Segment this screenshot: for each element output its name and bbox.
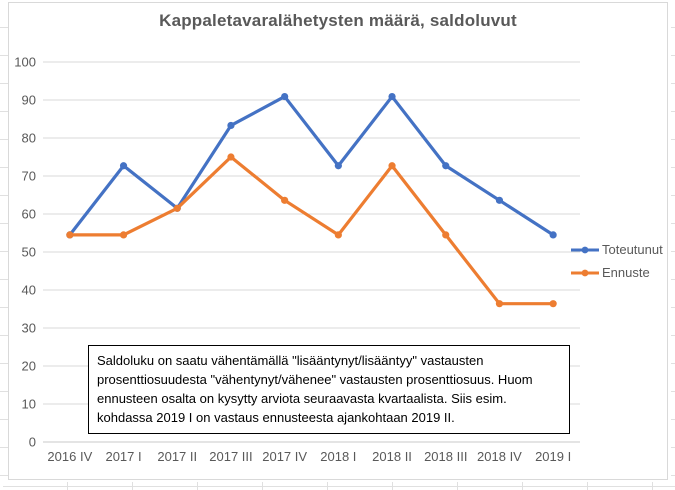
y-axis-tick-label: 40 — [22, 283, 36, 298]
data-point-toteutunut-3 — [227, 121, 235, 130]
y-axis-tick-label: 20 — [22, 359, 36, 374]
data-point-toteutunut-9 — [549, 231, 557, 239]
annotation-line: prosenttiosuudesta "vähentynyt/vähenee" … — [97, 372, 533, 387]
annotation-textbox[interactable]: Saldoluku on saatu vähentämällä "lisäänt… — [88, 345, 570, 434]
x-axis-tick-label: 2017 I — [105, 449, 141, 464]
data-point-toteutunut-5 — [334, 162, 342, 170]
y-axis-tick-label: 100 — [14, 55, 36, 70]
series-line-ennuste — [68, 155, 555, 306]
x-axis-tick-label: 2018 II — [372, 449, 412, 464]
y-axis-tick-label: 90 — [22, 93, 36, 108]
data-point-ennuste-1 — [119, 231, 128, 239]
y-axis-tick-label: 80 — [22, 131, 36, 146]
data-point-toteutunut-1 — [119, 162, 128, 170]
legend-item-ennuste[interactable]: Ennuste — [570, 265, 663, 280]
data-point-ennuste-7 — [442, 231, 450, 239]
chart-legend: Toteutunut Ennuste — [570, 242, 663, 280]
x-axis-tick-label: 2017 II — [157, 449, 197, 464]
chart-title: Kappaletavaralähetysten määrä, saldoluvu… — [159, 11, 517, 30]
data-point-ennuste-9 — [549, 300, 557, 308]
data-point-ennuste-2 — [173, 204, 181, 212]
data-point-ennuste-0 — [66, 231, 74, 239]
data-point-ennuste-6 — [388, 162, 396, 170]
x-axis-tick-label: 2018 IV — [477, 449, 522, 464]
x-axis-tick-label: 2016 IV — [47, 449, 92, 464]
worksheet-gridlines-right — [671, 0, 675, 482]
data-point-toteutunut-8 — [495, 196, 504, 204]
x-axis-tick-label: 2018 III — [424, 449, 467, 464]
data-point-ennuste-4 — [281, 196, 289, 204]
annotation-line: kohdassa 2019 I on vastaus ennusteesta a… — [97, 410, 455, 425]
data-point-toteutunut-4 — [281, 92, 289, 101]
y-axis-tick-label: 0 — [29, 435, 36, 450]
annotation-line: Saldoluku on saatu vähentämällä "lisäänt… — [97, 353, 484, 368]
data-point-ennuste-3 — [227, 153, 235, 161]
y-axis-tick-label: 30 — [22, 321, 36, 336]
annotation-line: ennusteen osalta on kysytty arviota seur… — [97, 391, 507, 406]
data-point-toteutunut-6 — [388, 92, 396, 101]
series-line-toteutunut — [68, 94, 555, 237]
y-axis-tick-label: 10 — [22, 397, 36, 412]
x-axis-tick-label: 2018 I — [320, 449, 356, 464]
data-point-ennuste-8 — [495, 300, 504, 308]
legend-label-toteutunut: Toteutunut — [602, 242, 663, 257]
legend-label-ennuste: Ennuste — [602, 265, 650, 280]
y-axis-tick-label: 50 — [22, 245, 36, 260]
legend-marker-ennuste — [571, 269, 599, 276]
legend-item-toteutunut[interactable]: Toteutunut — [570, 242, 663, 257]
worksheet-gridlines-left — [0, 0, 8, 482]
y-axis-tick-label: 70 — [22, 169, 36, 184]
worksheet-gridlines-bottom — [3, 482, 675, 490]
x-axis-tick-label: 2019 I — [535, 449, 571, 464]
data-point-ennuste-5 — [334, 231, 342, 239]
legend-marker-toteutunut — [571, 246, 599, 253]
y-axis-tick-label: 60 — [22, 207, 36, 222]
data-point-toteutunut-7 — [442, 162, 450, 170]
x-axis-tick-label: 2017 III — [209, 449, 252, 464]
x-axis-tick-label: 2017 IV — [262, 449, 307, 464]
